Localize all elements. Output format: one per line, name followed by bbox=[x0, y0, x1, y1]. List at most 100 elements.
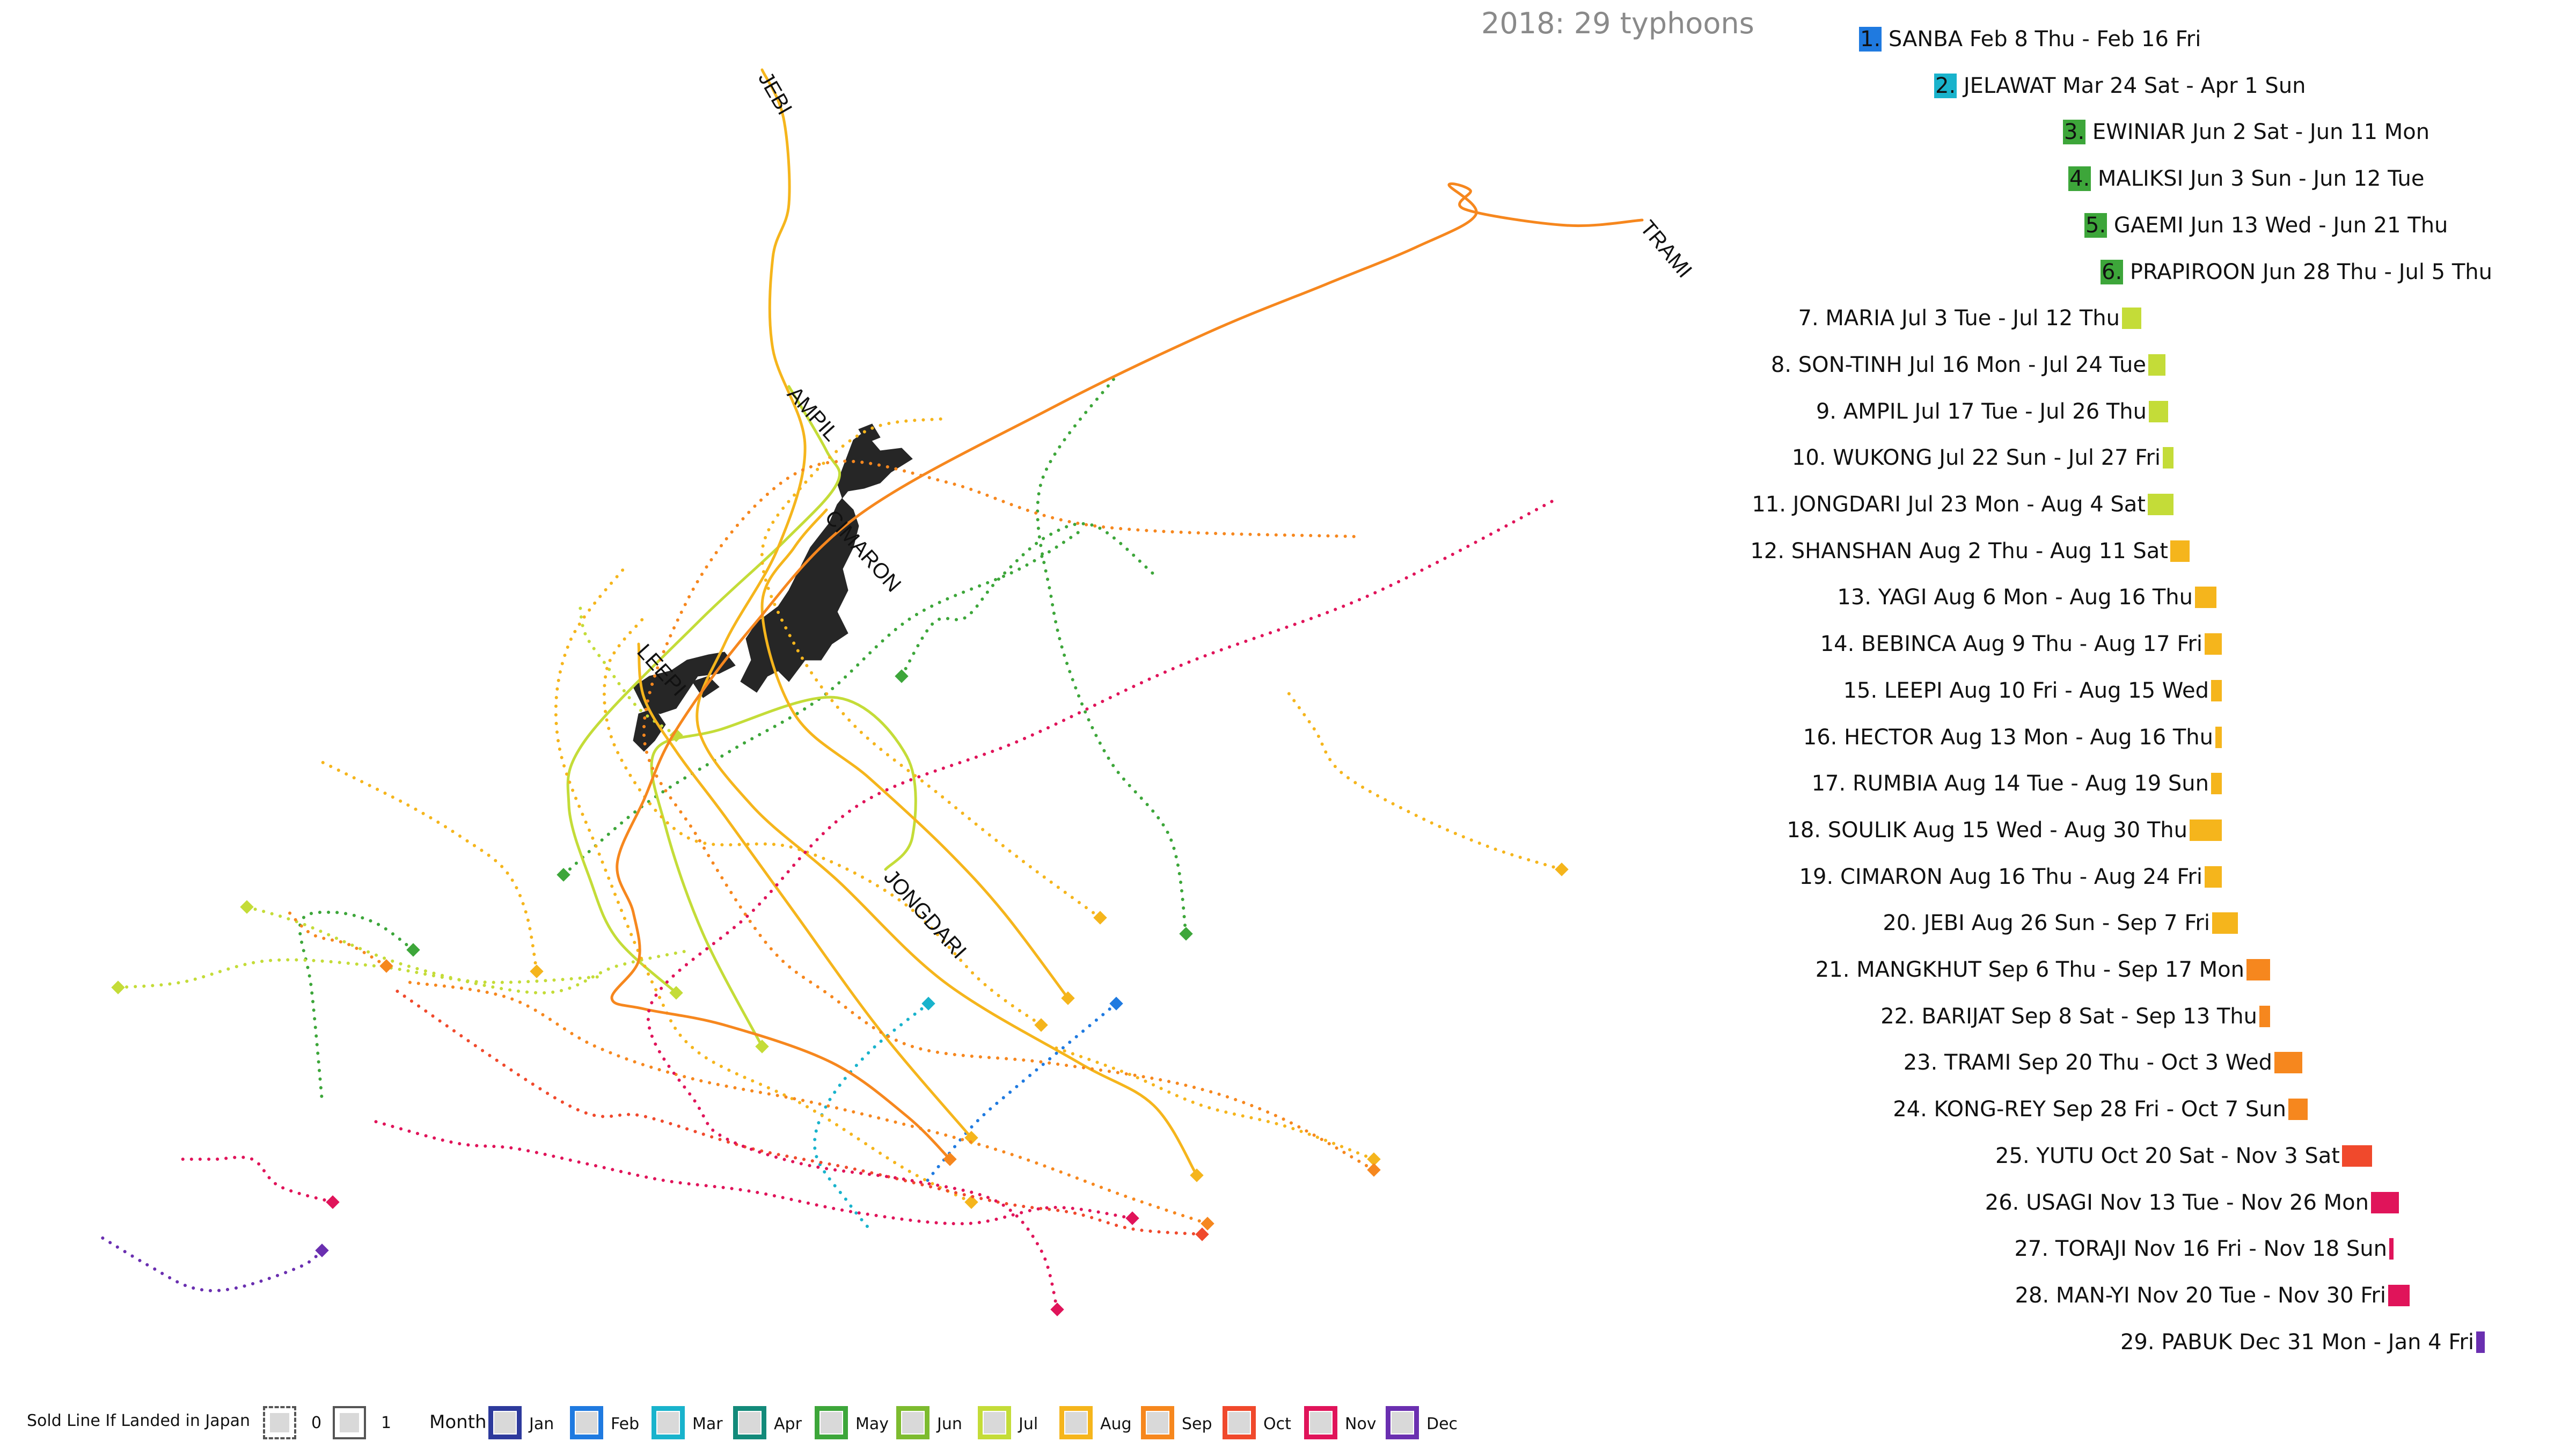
typhoon-row: 15. LEEPI Aug 10 Fri - Aug 15 Wed bbox=[1841, 668, 2222, 714]
typhoon-number: 10. bbox=[1791, 445, 1826, 471]
typhoon-track-jebi bbox=[696, 68, 1204, 1182]
typhoon-duration-bar bbox=[2212, 912, 2238, 934]
track-start-marker bbox=[1093, 911, 1107, 925]
legend-month-swatch-dec bbox=[1386, 1406, 1419, 1439]
typhoon-track-yutu bbox=[390, 986, 1209, 1241]
typhoon-number: 15. bbox=[1843, 678, 1878, 703]
typhoon-track-usagi bbox=[374, 1120, 1139, 1226]
typhoon-row: 22. BARIJAT Sep 8 Sat - Sep 13 Thu bbox=[1878, 993, 2270, 1040]
typhoon-label: 26. USAGI Nov 13 Tue - Nov 26 Mon bbox=[1985, 1190, 2369, 1215]
typhoon-name-period: BEBINCA Aug 9 Thu - Aug 17 Fri bbox=[1854, 632, 2202, 657]
track-line bbox=[760, 508, 1070, 1000]
typhoon-track-pabuk bbox=[95, 1233, 329, 1293]
typhoon-number: 9. bbox=[1816, 399, 1836, 424]
typhoon-label: 6. PRAPIROON Jun 28 Thu - Jul 5 Thu bbox=[2101, 259, 2492, 284]
track-line bbox=[921, 1002, 1118, 1188]
legend-month-label-mar: Mar bbox=[692, 1415, 723, 1433]
legend-month-label-jan: Jan bbox=[529, 1415, 554, 1433]
typhoon-name-period: PRAPIROON Jun 28 Thu - Jul 5 Thu bbox=[2123, 259, 2492, 284]
typhoon-name-period: PABUK Dec 31 Mon - Jan 4 Fri bbox=[2154, 1329, 2474, 1355]
typhoon-label: 17. RUMBIA Aug 14 Tue - Aug 19 Sun bbox=[1812, 771, 2209, 796]
typhoon-label: 3. EWINIAR Jun 2 Sat - Jun 11 Mon bbox=[2063, 120, 2429, 145]
typhoon-number: 2. bbox=[1934, 73, 1957, 98]
typhoon-label: 24. KONG-REY Sep 28 Fri - Oct 7 Sun bbox=[1893, 1097, 2286, 1122]
typhoon-number: 23. bbox=[1903, 1050, 1938, 1075]
typhoon-name-period: JONGDARI Jul 23 Mon - Aug 4 Sat bbox=[1785, 492, 2146, 517]
track-line bbox=[610, 182, 1644, 1161]
typhoon-track-jongdari bbox=[650, 696, 917, 1053]
track-line bbox=[578, 599, 678, 737]
typhoon-duration-bar bbox=[2170, 540, 2190, 562]
typhoon-duration-bar bbox=[2149, 400, 2168, 422]
typhoon-name-period: USAGI Nov 13 Tue - Nov 26 Mon bbox=[2019, 1190, 2369, 1215]
track-line bbox=[602, 616, 1043, 1027]
typhoon-name-period: TORAJI Nov 16 Fri - Nov 18 Sun bbox=[2048, 1236, 2387, 1262]
typhoon-track-mangkhut bbox=[406, 980, 1214, 1231]
typhoon-duration-bar bbox=[2288, 1099, 2308, 1121]
typhoon-number: 20. bbox=[1883, 911, 1917, 936]
track-line bbox=[116, 958, 603, 989]
legend-line-title: Sold Line If Landed in Japan bbox=[27, 1411, 251, 1430]
typhoon-name-period: HECTOR Aug 13 Mon - Aug 16 Thu bbox=[1837, 724, 2213, 750]
typhoon-name-period: SON-TINH Jul 16 Mon - Jul 24 Tue bbox=[1791, 352, 2146, 377]
track-start-marker bbox=[1190, 1168, 1204, 1182]
typhoon-label: 5. GAEMI Jun 13 Wed - Jun 21 Thu bbox=[2084, 213, 2448, 238]
typhoon-label: 7. MARIA Jul 3 Tue - Jul 12 Thu bbox=[1798, 306, 2120, 331]
legend-month-title: Month bbox=[429, 1411, 487, 1433]
typhoon-label: 8. SON-TINH Jul 16 Mon - Jul 24 Tue bbox=[1771, 353, 2146, 377]
typhoon-row: 10. WUKONG Jul 22 Sun - Jul 27 Fri bbox=[1790, 435, 2174, 481]
track-line bbox=[696, 68, 1198, 1177]
typhoon-label: 20. JEBI Aug 26 Sun - Sep 7 Fri bbox=[1883, 911, 2210, 935]
typhoon-number: 12. bbox=[1750, 538, 1785, 564]
track-line bbox=[390, 986, 1204, 1236]
typhoon-row: 2. JELAWAT Mar 24 Sat - Apr 1 Sun bbox=[1932, 63, 2308, 109]
typhoon-label: 16. HECTOR Aug 13 Mon - Aug 16 Thu bbox=[1803, 725, 2213, 750]
typhoon-name-period: CIMARON Aug 16 Thu - Aug 24 Fri bbox=[1833, 864, 2202, 889]
typhoon-name-period: KONG-REY Sep 28 Fri - Oct 7 Sun bbox=[1927, 1097, 2286, 1122]
typhoon-label: 10. WUKONG Jul 22 Sun - Jul 27 Fri bbox=[1792, 445, 2161, 470]
track-start-marker bbox=[895, 669, 909, 683]
typhoon-label: 25. YUTU Oct 20 Sat - Nov 3 Sat bbox=[1995, 1144, 2340, 1168]
typhoon-row: 6. PRAPIROON Jun 28 Thu - Jul 5 Thu bbox=[2098, 249, 2494, 295]
track-label-jebi: JEBI bbox=[753, 68, 796, 119]
track-line bbox=[181, 1155, 334, 1204]
track-label-trami: TRAMI bbox=[1636, 216, 1697, 283]
track-line bbox=[283, 905, 388, 968]
legend-month-swatch-jun bbox=[896, 1406, 930, 1439]
legend-month-swatch-aug bbox=[1059, 1406, 1093, 1439]
typhoon-duration-bar bbox=[2371, 1191, 2399, 1213]
track-line bbox=[374, 1120, 1134, 1226]
typhoon-duration-bar bbox=[2388, 1284, 2410, 1306]
typhoon-duration-bar bbox=[2148, 354, 2165, 376]
typhoon-row: 8. SON-TINH Jul 16 Mon - Jul 24 Tue bbox=[1769, 342, 2165, 388]
legend-month-label-jul: Jul bbox=[1019, 1415, 1038, 1433]
typhoon-list: 1. SANBA Feb 8 Thu - Feb 16 Fri 2. JELAWA… bbox=[1750, 0, 2576, 1374]
track-start-marker bbox=[755, 1040, 769, 1053]
typhoon-duration-bar bbox=[2190, 819, 2222, 841]
typhoon-row: 13. YAGI Aug 6 Mon - Aug 16 Thu bbox=[1835, 574, 2216, 620]
typhoon-label: 9. AMPIL Jul 17 Tue - Jul 26 Thu bbox=[1816, 399, 2147, 424]
typhoon-label: 27. TORAJI Nov 16 Fri - Nov 18 Sun bbox=[2014, 1236, 2387, 1261]
typhoon-row: 27. TORAJI Nov 16 Fri - Nov 18 Sun bbox=[2012, 1226, 2394, 1272]
legend-month-label-aug: Aug bbox=[1100, 1415, 1132, 1433]
track-start-marker bbox=[1125, 1211, 1139, 1225]
track-line bbox=[406, 980, 1209, 1225]
typhoon-name-period: YUTU Oct 20 Sat - Nov 3 Sat bbox=[2029, 1143, 2340, 1168]
typhoon-duration-bar bbox=[2195, 587, 2216, 609]
track-line bbox=[562, 527, 1086, 876]
typhoon-track-toraji bbox=[181, 1155, 340, 1209]
japan-landmass bbox=[633, 423, 913, 752]
typhoon-number: 8. bbox=[1770, 352, 1792, 377]
track-start-marker bbox=[1367, 1163, 1381, 1177]
typhoon-track-jelawat bbox=[813, 997, 935, 1231]
legend-month-swatch-nov bbox=[1304, 1406, 1337, 1439]
track-label-jongdari: JONGDARI bbox=[879, 865, 971, 963]
typhoon-name-period: BARIJAT Sep 8 Sat - Sep 13 Thu bbox=[1914, 1004, 2257, 1029]
typhoon-row: 20. JEBI Aug 26 Sun - Sep 7 Fri bbox=[1880, 900, 2238, 946]
typhoon-duration-bar bbox=[2476, 1331, 2485, 1353]
typhoon-track-shanshan bbox=[760, 417, 1107, 925]
typhoon-number: 19. bbox=[1799, 864, 1834, 889]
legend-month-label-feb: Feb bbox=[611, 1415, 640, 1433]
